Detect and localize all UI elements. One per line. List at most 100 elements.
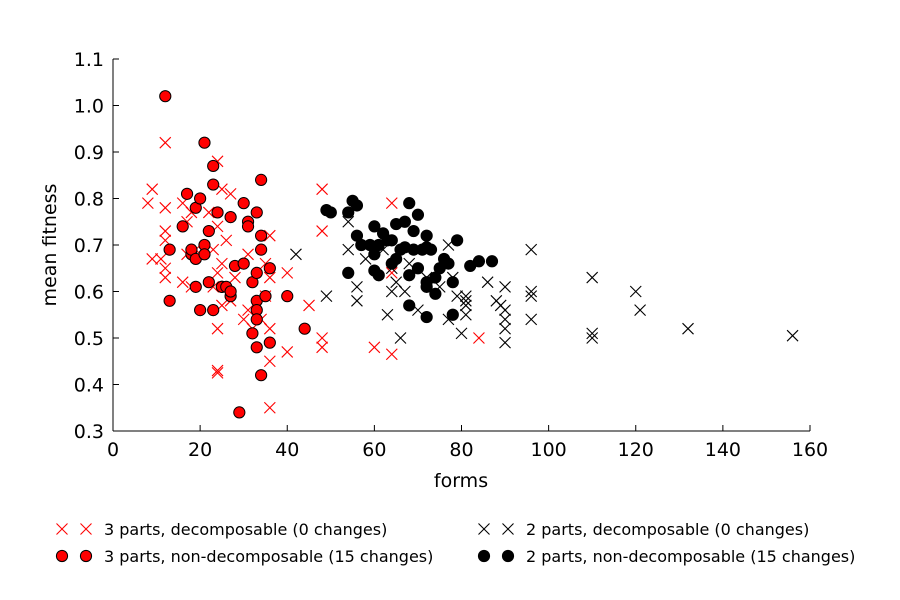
y-tick-label: 0.7 bbox=[74, 235, 104, 257]
data-point bbox=[342, 215, 355, 228]
x-tick-label: 140 bbox=[705, 439, 741, 461]
data-point bbox=[420, 229, 433, 242]
data-point bbox=[180, 187, 194, 200]
legend-item-1: 3 parts, decomposable (0 changes) bbox=[56, 520, 387, 539]
data-point bbox=[250, 206, 263, 219]
legend-item-2: 3 parts, non-decomposable (15 changes) bbox=[55, 547, 433, 566]
legend-item-4: 2 parts, non-decomposable (15 changes) bbox=[477, 547, 855, 566]
data-point bbox=[163, 243, 176, 256]
data-point bbox=[385, 234, 398, 247]
data-point bbox=[259, 290, 272, 303]
data-point bbox=[420, 310, 433, 324]
data-point bbox=[281, 267, 294, 279]
data-point bbox=[381, 308, 394, 321]
data-point bbox=[255, 369, 268, 382]
data-point bbox=[159, 136, 172, 149]
data-point bbox=[159, 201, 172, 214]
data-point bbox=[682, 322, 694, 335]
data-point bbox=[189, 280, 202, 293]
data-point bbox=[350, 199, 364, 212]
data-point bbox=[499, 336, 511, 349]
data-point bbox=[202, 276, 215, 289]
data-point bbox=[499, 280, 511, 293]
data-point bbox=[211, 322, 224, 335]
data-point bbox=[298, 322, 311, 335]
series-3 bbox=[290, 215, 799, 349]
data-point bbox=[446, 308, 459, 321]
data-point bbox=[420, 280, 433, 293]
data-point bbox=[250, 266, 263, 279]
y-tick-label: 1.0 bbox=[74, 96, 104, 118]
data-point bbox=[351, 280, 363, 293]
data-point bbox=[159, 271, 172, 284]
y-tick-label: 0.6 bbox=[74, 282, 104, 304]
data-point bbox=[316, 225, 328, 237]
legend-marker bbox=[79, 549, 93, 563]
x-tick-label: 20 bbox=[188, 439, 212, 461]
data-point bbox=[324, 206, 337, 219]
data-point bbox=[459, 299, 472, 312]
data-point bbox=[146, 183, 159, 196]
data-point bbox=[525, 285, 538, 298]
data-point bbox=[198, 248, 211, 261]
data-point bbox=[385, 197, 398, 210]
y-tick-label: 1.1 bbox=[74, 49, 104, 71]
data-point bbox=[586, 332, 599, 344]
data-point bbox=[394, 332, 407, 344]
x-tick-label: 120 bbox=[618, 439, 654, 461]
data-point bbox=[459, 290, 472, 303]
legend-item-3: 2 parts, decomposable (0 changes) bbox=[478, 520, 809, 539]
data-point bbox=[455, 327, 468, 340]
data-point bbox=[424, 243, 438, 256]
x-tick-label: 80 bbox=[449, 439, 473, 461]
data-point bbox=[207, 159, 220, 173]
data-point bbox=[499, 322, 511, 335]
data-point bbox=[141, 197, 154, 210]
data-point bbox=[481, 276, 494, 289]
data-point bbox=[342, 266, 355, 279]
data-point bbox=[263, 229, 276, 242]
x-tick-label: 60 bbox=[362, 439, 386, 461]
y-tick-label: 0.3 bbox=[74, 421, 104, 443]
data-point bbox=[159, 225, 172, 237]
data-point bbox=[472, 255, 486, 268]
data-point bbox=[385, 348, 398, 361]
legend-label: 2 parts, non-decomposable (15 changes) bbox=[526, 547, 855, 566]
data-point bbox=[403, 269, 416, 282]
data-point bbox=[525, 243, 538, 256]
series-4 bbox=[320, 194, 499, 324]
data-point bbox=[281, 290, 294, 303]
data-point bbox=[316, 183, 328, 196]
data-point bbox=[385, 267, 398, 279]
data-point bbox=[207, 304, 220, 317]
data-point bbox=[446, 276, 459, 289]
legend-label: 3 parts, non-decomposable (15 changes) bbox=[104, 547, 433, 566]
data-point bbox=[351, 294, 363, 307]
legend-marker bbox=[477, 549, 491, 563]
data-point bbox=[224, 211, 237, 224]
data-point bbox=[368, 341, 381, 354]
data-point bbox=[237, 257, 250, 270]
x-tick-label: 0 bbox=[107, 439, 119, 461]
data-point bbox=[342, 206, 355, 219]
data-point bbox=[263, 262, 276, 275]
data-point bbox=[525, 290, 538, 303]
data-point bbox=[281, 346, 294, 358]
legend-label: 3 parts, decomposable (0 changes) bbox=[104, 520, 387, 539]
data-point bbox=[194, 304, 207, 317]
data-point bbox=[398, 215, 411, 228]
data-point bbox=[459, 294, 472, 307]
data-point bbox=[342, 243, 355, 256]
data-point bbox=[229, 271, 241, 284]
data-point bbox=[255, 243, 268, 256]
legend-marker bbox=[80, 523, 92, 535]
data-point bbox=[216, 257, 228, 270]
data-point bbox=[263, 336, 276, 349]
legend: 3 parts, decomposable (0 changes) 3 parts… bbox=[55, 520, 855, 566]
data-point bbox=[176, 220, 189, 233]
data-point bbox=[316, 341, 328, 354]
data-point bbox=[211, 364, 224, 377]
y-tick-label: 0.4 bbox=[74, 375, 104, 397]
data-point bbox=[211, 366, 224, 379]
